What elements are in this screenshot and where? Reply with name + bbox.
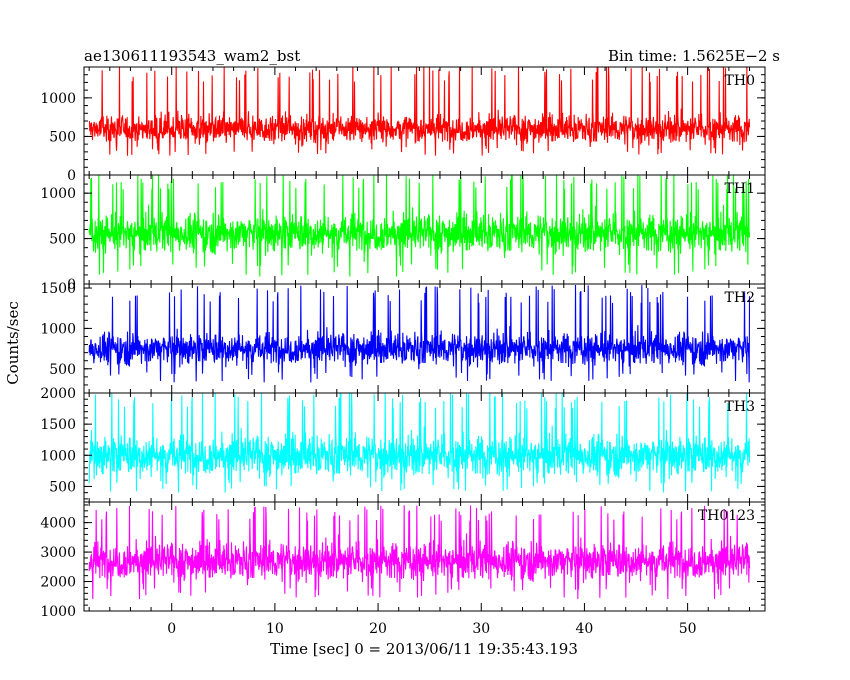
y-tick-label: 1500: [40, 417, 76, 433]
y-tick-label: 1000: [40, 186, 76, 202]
y-tick-label: 500: [49, 232, 76, 248]
y-tick-label: 2000: [40, 575, 76, 591]
observation-id-title: ae130611193543_wam2_bst: [84, 47, 300, 65]
y-axis-label: Counts/sec: [4, 301, 22, 385]
panel-label: TH2: [725, 290, 755, 306]
x-tick-label: 0: [167, 621, 176, 637]
y-tick-label: 4000: [40, 516, 76, 532]
x-tick-label: 30: [472, 621, 490, 637]
lightcurve-th1: [88, 175, 751, 277]
panel-label: TH1: [725, 181, 755, 197]
bin-time-label: Bin time: 1.5625E−2 s: [608, 47, 780, 65]
y-tick-label: 0: [67, 277, 76, 293]
panel-th1: 0 500 1000 TH1: [40, 174, 766, 293]
x-tick-label: 10: [266, 621, 284, 637]
y-tick-label: 2000: [40, 386, 76, 402]
y-tick-label: 3000: [40, 545, 76, 561]
lightcurve-th0123: [88, 505, 751, 600]
y-tick-label: 1000: [40, 604, 76, 620]
panel-frame: [83, 501, 766, 612]
y-tick-label: 1000: [40, 91, 76, 107]
y-tick-label: 1500: [40, 281, 76, 297]
panel-th3: 500 1000 1500 2000 TH3: [40, 386, 766, 503]
y-tick-label: 1000: [40, 448, 76, 464]
y-tick-label: 500: [49, 479, 76, 495]
lightcurve-th3: [88, 393, 751, 493]
y-tick-label: 1000: [40, 321, 76, 337]
panel-label: TH0: [725, 73, 755, 89]
x-tick-label: 40: [576, 621, 594, 637]
x-tick-label: 20: [369, 621, 387, 637]
panel-th2: 500 1000 1500 TH2: [40, 281, 766, 394]
panel-label: TH0123: [698, 508, 755, 524]
panel-label: TH3: [725, 399, 755, 415]
panel-th0: 0 500 1000 TH0: [40, 66, 766, 184]
x-tick-label: 50: [679, 621, 697, 637]
y-tick-label: 500: [49, 129, 76, 145]
lightcurve-th2: [88, 285, 751, 383]
y-tick-label: 0: [67, 168, 76, 184]
panel-th0123: 1000 2000 3000 4000 TH0123: [40, 501, 766, 620]
y-tick-label: 500: [49, 362, 76, 378]
x-axis-label: Time [sec] 0 = 2013/06/11 19:35:43.193: [270, 640, 578, 658]
lightcurve-th0: [88, 67, 751, 156]
